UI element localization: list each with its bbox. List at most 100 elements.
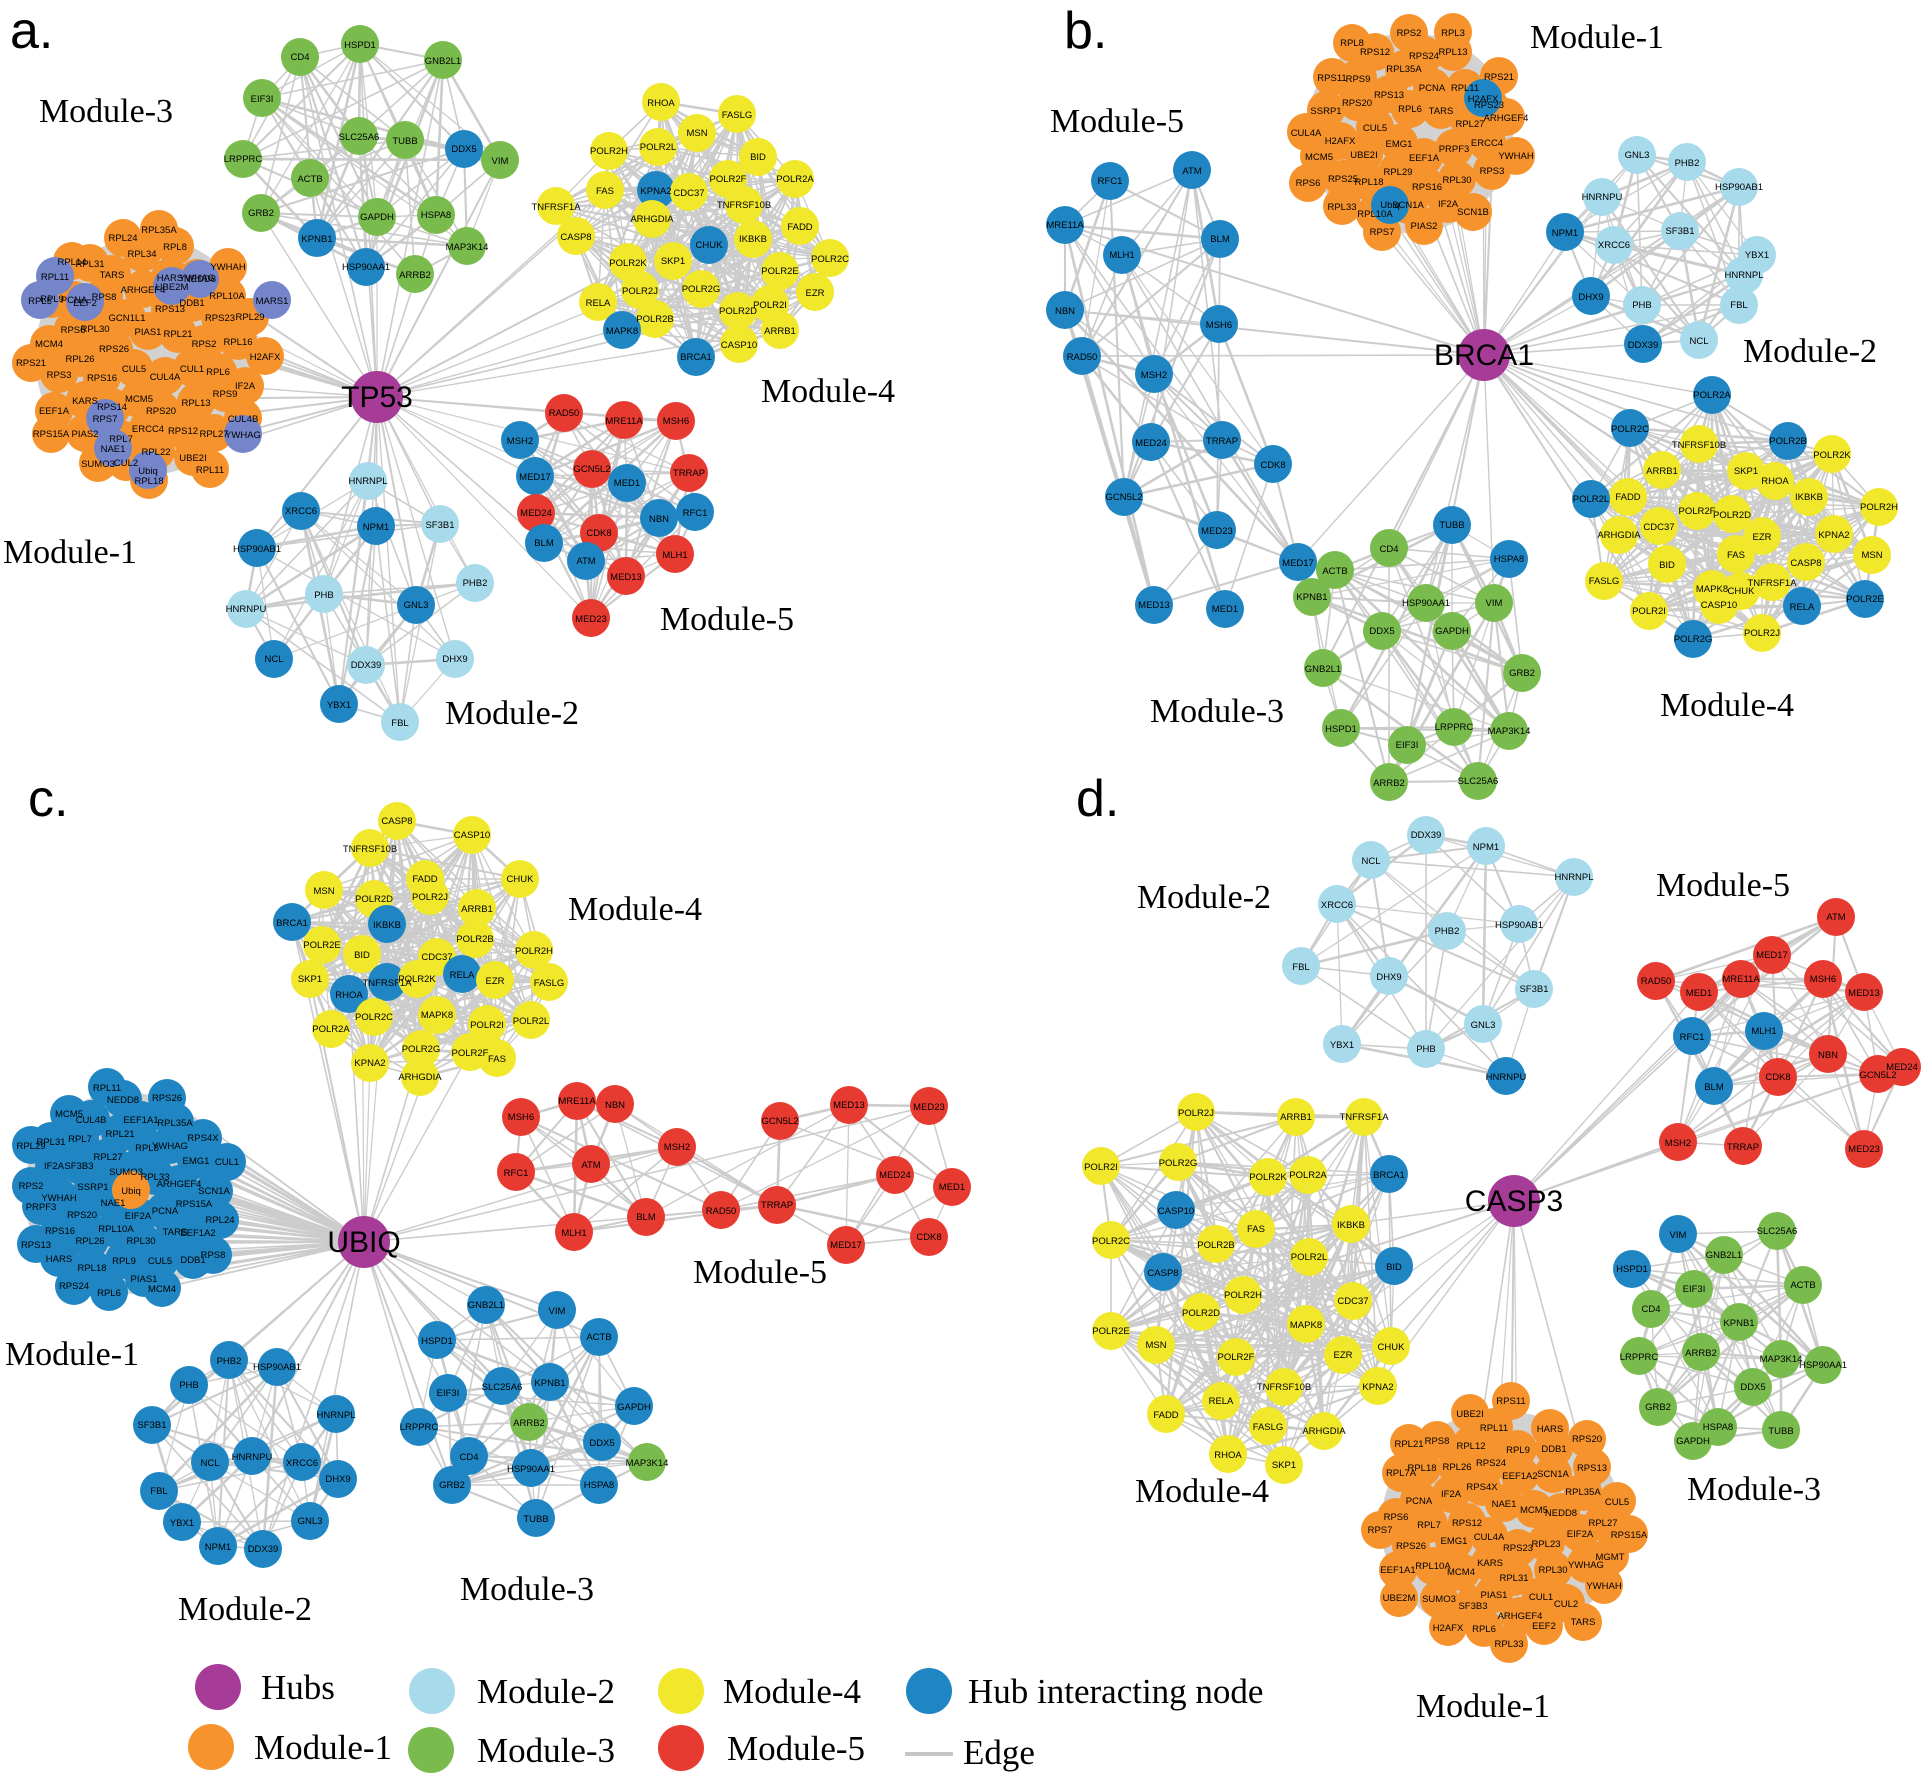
svg-text:GAPDH: GAPDH — [1676, 1436, 1710, 1447]
svg-text:MED24: MED24 — [1135, 438, 1167, 449]
svg-text:BLM: BLM — [636, 1212, 656, 1223]
svg-text:RFC1: RFC1 — [1098, 176, 1123, 187]
svg-text:RPL33: RPL33 — [1327, 202, 1356, 213]
svg-text:MAPK8: MAPK8 — [421, 1010, 453, 1021]
svg-text:Hub interacting node: Hub interacting node — [968, 1672, 1263, 1711]
svg-text:Module-2: Module-2 — [477, 1672, 615, 1711]
svg-text:NCL: NCL — [264, 654, 283, 665]
svg-text:CHUK: CHUK — [1728, 586, 1756, 597]
svg-text:RPL29: RPL29 — [16, 1141, 45, 1152]
svg-text:RPL35A: RPL35A — [157, 1118, 193, 1129]
svg-text:RPS20: RPS20 — [146, 406, 176, 417]
svg-text:MED1: MED1 — [1686, 988, 1712, 999]
svg-text:YWHAH: YWHAH — [1498, 151, 1534, 162]
svg-text:POLR2A: POLR2A — [1289, 1170, 1327, 1181]
svg-text:IKBKB: IKBKB — [373, 920, 401, 931]
svg-text:XRCC6: XRCC6 — [286, 1458, 318, 1469]
svg-text:FASLG: FASLG — [722, 110, 753, 121]
svg-text:RPS6: RPS6 — [1384, 1512, 1409, 1523]
svg-text:Module-1: Module-1 — [3, 534, 137, 571]
svg-text:EIF2A: EIF2A — [125, 1211, 152, 1222]
svg-text:HSP90AB1: HSP90AB1 — [1715, 182, 1763, 193]
svg-text:PIAS1: PIAS1 — [131, 1274, 158, 1285]
svg-text:IF2A: IF2A — [44, 1161, 65, 1172]
svg-text:RPS11: RPS11 — [1317, 73, 1346, 84]
svg-text:PIAS1: PIAS1 — [1481, 1590, 1508, 1601]
svg-text:PHB2: PHB2 — [463, 578, 488, 589]
svg-text:RAD50: RAD50 — [706, 1206, 737, 1217]
svg-text:CUL5: CUL5 — [1363, 123, 1387, 134]
svg-text:FAS: FAS — [596, 186, 614, 197]
svg-text:POLR2A: POLR2A — [312, 1024, 350, 1035]
svg-text:MED17: MED17 — [1756, 950, 1788, 961]
svg-text:Module-1: Module-1 — [254, 1728, 392, 1767]
svg-text:RPS2: RPS2 — [19, 1181, 44, 1192]
svg-text:RAD50: RAD50 — [1641, 976, 1672, 987]
svg-text:ARRB1: ARRB1 — [764, 326, 796, 337]
svg-text:CUL4A: CUL4A — [1474, 1532, 1505, 1543]
svg-text:RPL30: RPL30 — [1442, 175, 1471, 186]
svg-text:PCNA: PCNA — [1406, 1496, 1433, 1507]
svg-text:RPL23: RPL23 — [1531, 1539, 1560, 1550]
svg-text:Module-3: Module-3 — [477, 1731, 615, 1770]
svg-text:RPL6: RPL6 — [97, 1288, 121, 1299]
svg-text:RPL18: RPL18 — [1407, 1463, 1436, 1474]
svg-text:MED13: MED13 — [1138, 600, 1170, 611]
svg-text:KPNA2: KPNA2 — [354, 1058, 385, 1069]
svg-text:MLH1: MLH1 — [561, 1228, 586, 1239]
svg-text:FADD: FADD — [787, 222, 812, 233]
svg-text:BID: BID — [750, 152, 766, 163]
svg-text:SKP1: SKP1 — [1272, 1460, 1296, 1471]
svg-text:ATM: ATM — [581, 1160, 600, 1171]
svg-text:RPS11: RPS11 — [1496, 1396, 1525, 1407]
svg-text:HNRNPL: HNRNPL — [1724, 270, 1763, 281]
svg-text:HSP90AA1: HSP90AA1 — [1799, 1360, 1847, 1371]
svg-text:RPL26: RPL26 — [1442, 1462, 1471, 1473]
svg-text:FASLG: FASLG — [1253, 1422, 1284, 1433]
svg-text:MRE11A: MRE11A — [1046, 220, 1084, 231]
svg-text:EZR: EZR — [1334, 1350, 1353, 1361]
svg-text:EEF1A1: EEF1A1 — [123, 1115, 158, 1126]
svg-text:RPL33: RPL33 — [1494, 1639, 1523, 1650]
svg-text:RPS4X: RPS4X — [1466, 1482, 1498, 1493]
svg-text:MED17: MED17 — [830, 1240, 862, 1251]
svg-text:MED13: MED13 — [1848, 988, 1880, 999]
svg-text:BRCA1: BRCA1 — [1434, 339, 1534, 372]
svg-text:c.: c. — [28, 770, 68, 828]
svg-text:IF2A: IF2A — [1441, 1489, 1462, 1500]
svg-text:RPS13: RPS13 — [21, 1240, 51, 1251]
svg-text:POLR2G: POLR2G — [1159, 1158, 1198, 1169]
svg-text:EEF2: EEF2 — [1532, 1621, 1556, 1632]
svg-text:HARS: HARS — [46, 1254, 72, 1265]
svg-text:RHOA: RHOA — [335, 990, 363, 1001]
svg-text:RPS6: RPS6 — [1296, 178, 1321, 189]
svg-text:FAS: FAS — [1247, 1224, 1265, 1235]
svg-text:ACTB: ACTB — [1790, 1280, 1815, 1291]
svg-text:RPL8: RPL8 — [135, 1143, 159, 1154]
svg-text:SKP1: SKP1 — [661, 256, 685, 267]
svg-text:FBL: FBL — [1730, 300, 1747, 311]
svg-text:RPL30: RPL30 — [80, 324, 109, 335]
svg-text:POLR2B: POLR2B — [456, 934, 494, 945]
svg-text:POLR2B: POLR2B — [636, 314, 674, 325]
svg-text:RPL10A: RPL10A — [1357, 209, 1393, 220]
svg-text:HSPD1: HSPD1 — [421, 1336, 453, 1347]
svg-text:GNB2L1: GNB2L1 — [468, 1300, 504, 1311]
svg-text:EIF3I: EIF3I — [1683, 1284, 1706, 1295]
svg-text:MARS1: MARS1 — [256, 296, 289, 307]
svg-text:MED13: MED13 — [833, 1100, 865, 1111]
svg-text:POLR2A: POLR2A — [1693, 390, 1731, 401]
svg-text:NAE1: NAE1 — [101, 444, 126, 455]
svg-text:MSH2: MSH2 — [1665, 1138, 1691, 1149]
svg-text:MED24: MED24 — [520, 508, 552, 519]
svg-text:RELA: RELA — [450, 970, 475, 981]
svg-text:GAPDH: GAPDH — [617, 1402, 651, 1413]
svg-text:CDK8: CDK8 — [916, 1232, 941, 1243]
svg-text:MCM4: MCM4 — [1447, 1567, 1475, 1578]
svg-text:FBL: FBL — [1292, 962, 1309, 973]
svg-text:BRCA1: BRCA1 — [276, 918, 308, 929]
svg-text:RPS12: RPS12 — [1452, 1518, 1482, 1529]
svg-text:EEF1A1: EEF1A1 — [1380, 1565, 1415, 1576]
svg-text:ACTB: ACTB — [1322, 566, 1347, 577]
svg-text:MRE11A: MRE11A — [605, 416, 643, 427]
